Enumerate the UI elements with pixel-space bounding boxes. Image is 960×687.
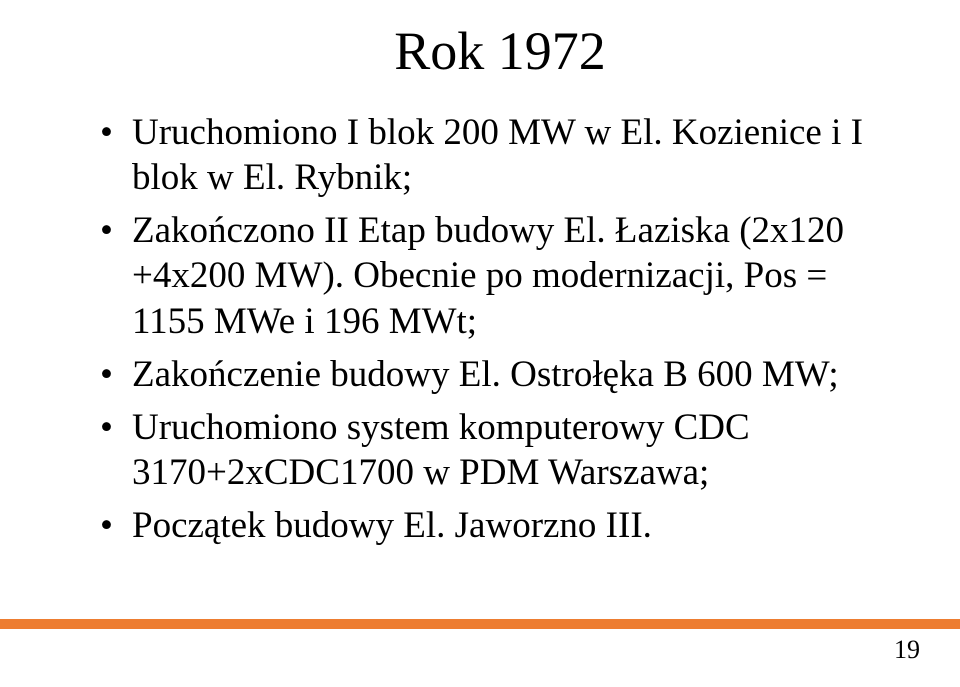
slide: Rok 1972 Uruchomiono I blok 200 MW w El.… [0, 0, 960, 687]
list-item: Początek budowy El. Jaworzno III. [100, 503, 900, 548]
list-item: Zakończono II Etap budowy El. Łaziska (2… [100, 208, 900, 343]
footer-accent-line [0, 619, 960, 629]
list-item: Zakończenie budowy El. Ostrołęka B 600 M… [100, 352, 900, 397]
list-item: Uruchomiono I blok 200 MW w El. Kozienic… [100, 110, 900, 200]
bullet-list: Uruchomiono I blok 200 MW w El. Kozienic… [100, 110, 900, 548]
slide-title: Rok 1972 [100, 20, 900, 82]
list-item: Uruchomiono system komputerowy CDC 3170+… [100, 405, 900, 495]
page-number: 19 [894, 635, 920, 665]
